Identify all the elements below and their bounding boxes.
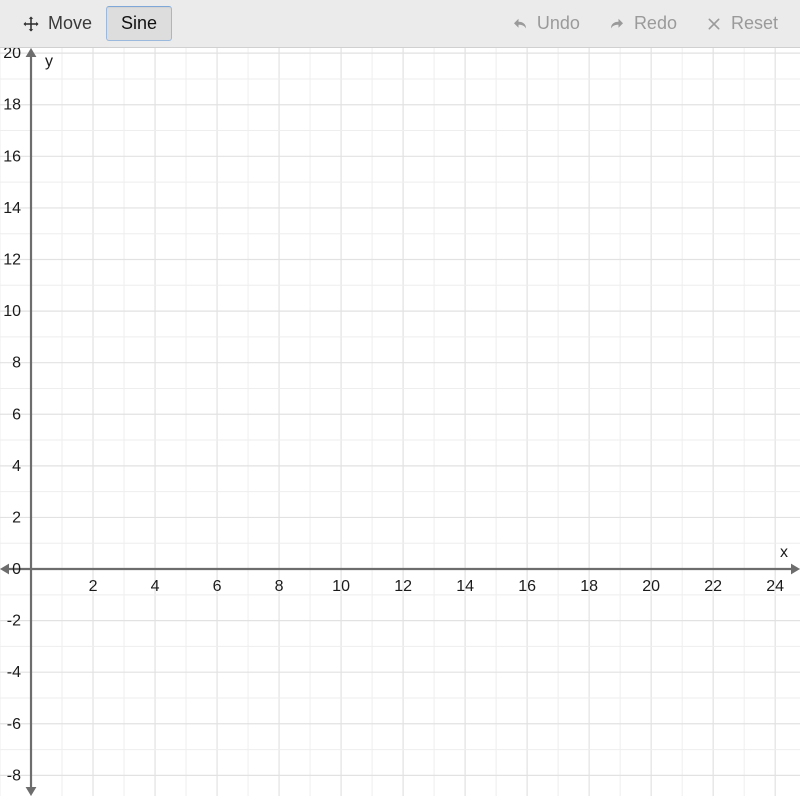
svg-text:4: 4: [12, 458, 21, 475]
svg-text:4: 4: [151, 578, 160, 595]
graph-canvas[interactable]: 2468101214161820222420181614121086420-2-…: [0, 48, 800, 796]
svg-text:6: 6: [12, 406, 21, 423]
svg-text:16: 16: [3, 148, 21, 165]
undo-label: Undo: [537, 13, 580, 34]
sine-button[interactable]: Sine: [106, 6, 172, 41]
svg-text:8: 8: [275, 578, 284, 595]
close-icon: [705, 15, 723, 33]
undo-icon: [511, 15, 529, 33]
move-button[interactable]: Move: [8, 7, 106, 40]
svg-text:12: 12: [394, 578, 412, 595]
svg-text:-6: -6: [7, 716, 21, 733]
chart-svg: 2468101214161820222420181614121086420-2-…: [0, 48, 800, 796]
svg-text:18: 18: [580, 578, 598, 595]
svg-text:-4: -4: [7, 664, 21, 681]
redo-icon: [608, 15, 626, 33]
svg-text:14: 14: [456, 578, 474, 595]
sine-label: Sine: [121, 13, 157, 34]
svg-text:24: 24: [766, 578, 784, 595]
svg-text:x: x: [780, 544, 788, 561]
svg-text:18: 18: [3, 97, 21, 114]
svg-text:8: 8: [12, 355, 21, 372]
toolbar: Move Sine Undo Redo Reset: [0, 0, 800, 48]
svg-text:10: 10: [332, 578, 350, 595]
undo-button[interactable]: Undo: [497, 7, 594, 40]
svg-text:2: 2: [12, 509, 21, 526]
svg-text:2: 2: [89, 578, 98, 595]
svg-text:-2: -2: [7, 613, 21, 630]
svg-text:0: 0: [12, 561, 21, 578]
redo-label: Redo: [634, 13, 677, 34]
svg-text:6: 6: [213, 578, 222, 595]
svg-text:20: 20: [642, 578, 660, 595]
move-icon: [22, 15, 40, 33]
svg-text:16: 16: [518, 578, 536, 595]
svg-text:14: 14: [3, 200, 21, 217]
move-label: Move: [48, 13, 92, 34]
reset-label: Reset: [731, 13, 778, 34]
reset-button[interactable]: Reset: [691, 7, 792, 40]
redo-button[interactable]: Redo: [594, 7, 691, 40]
svg-text:12: 12: [3, 252, 21, 269]
svg-text:22: 22: [704, 578, 722, 595]
svg-text:-8: -8: [7, 767, 21, 784]
svg-text:y: y: [45, 53, 53, 70]
svg-text:10: 10: [3, 303, 21, 320]
svg-text:20: 20: [3, 48, 21, 62]
